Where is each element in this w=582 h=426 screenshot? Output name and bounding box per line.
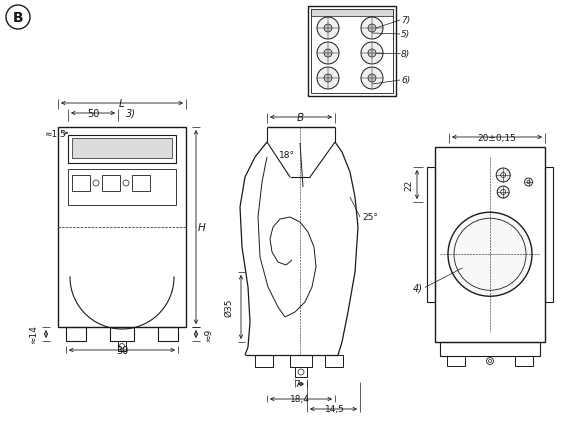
Circle shape xyxy=(501,190,506,195)
Text: H: H xyxy=(198,222,206,233)
Bar xyxy=(290,355,312,367)
Circle shape xyxy=(317,68,339,90)
Bar xyxy=(118,341,126,351)
Bar xyxy=(311,10,393,17)
Text: B: B xyxy=(13,11,23,25)
Text: ≈1,5: ≈1,5 xyxy=(44,129,66,138)
Text: 7): 7) xyxy=(401,17,410,26)
Circle shape xyxy=(119,344,125,349)
Text: 18°: 18° xyxy=(279,150,295,159)
Text: L: L xyxy=(119,99,125,109)
Text: ≈9: ≈9 xyxy=(204,328,213,341)
Text: 3): 3) xyxy=(126,109,136,119)
Bar xyxy=(72,139,172,158)
Bar xyxy=(435,148,545,342)
Text: Ø35: Ø35 xyxy=(224,298,233,317)
Circle shape xyxy=(448,213,532,296)
Circle shape xyxy=(361,43,383,65)
Bar xyxy=(515,356,533,366)
Bar xyxy=(102,176,120,192)
Text: 8): 8) xyxy=(401,49,410,58)
Text: 7: 7 xyxy=(294,380,300,389)
Circle shape xyxy=(527,181,530,184)
Circle shape xyxy=(317,43,339,65)
Text: 25°: 25° xyxy=(362,213,378,222)
Circle shape xyxy=(361,68,383,90)
Bar xyxy=(325,355,343,367)
Circle shape xyxy=(368,25,376,33)
Circle shape xyxy=(324,50,332,58)
Text: 5): 5) xyxy=(401,30,410,40)
Circle shape xyxy=(93,181,99,187)
Text: 18,4: 18,4 xyxy=(290,394,310,403)
Text: 20±0,15: 20±0,15 xyxy=(478,133,516,142)
Circle shape xyxy=(497,187,509,199)
Text: 6): 6) xyxy=(401,76,410,85)
Bar xyxy=(66,327,86,341)
Bar xyxy=(255,355,273,367)
Bar xyxy=(447,356,465,366)
Circle shape xyxy=(324,75,332,83)
Text: 14,5: 14,5 xyxy=(325,405,345,414)
Bar xyxy=(545,167,553,302)
Text: 4): 4) xyxy=(413,283,423,293)
Bar xyxy=(132,176,150,192)
Text: 30: 30 xyxy=(116,345,128,355)
Circle shape xyxy=(317,18,339,40)
Text: 50: 50 xyxy=(87,109,99,119)
Circle shape xyxy=(298,369,304,375)
Circle shape xyxy=(368,50,376,58)
Circle shape xyxy=(496,169,510,183)
Circle shape xyxy=(324,25,332,33)
Circle shape xyxy=(361,18,383,40)
Bar xyxy=(72,176,90,192)
Bar xyxy=(158,327,178,341)
Circle shape xyxy=(123,181,129,187)
Circle shape xyxy=(501,173,506,178)
Circle shape xyxy=(368,75,376,83)
Circle shape xyxy=(524,178,533,187)
Bar xyxy=(68,136,176,164)
Text: B: B xyxy=(296,113,304,123)
Circle shape xyxy=(487,358,494,365)
Bar xyxy=(58,128,186,327)
Bar xyxy=(311,10,393,94)
Circle shape xyxy=(488,360,492,363)
Bar xyxy=(308,7,396,97)
Bar xyxy=(295,367,307,377)
Bar xyxy=(440,342,540,356)
Bar xyxy=(427,167,435,302)
Bar xyxy=(110,327,134,341)
Text: 22: 22 xyxy=(404,179,413,190)
Bar xyxy=(68,170,176,205)
Circle shape xyxy=(6,6,30,30)
Text: ≈14: ≈14 xyxy=(29,325,38,344)
